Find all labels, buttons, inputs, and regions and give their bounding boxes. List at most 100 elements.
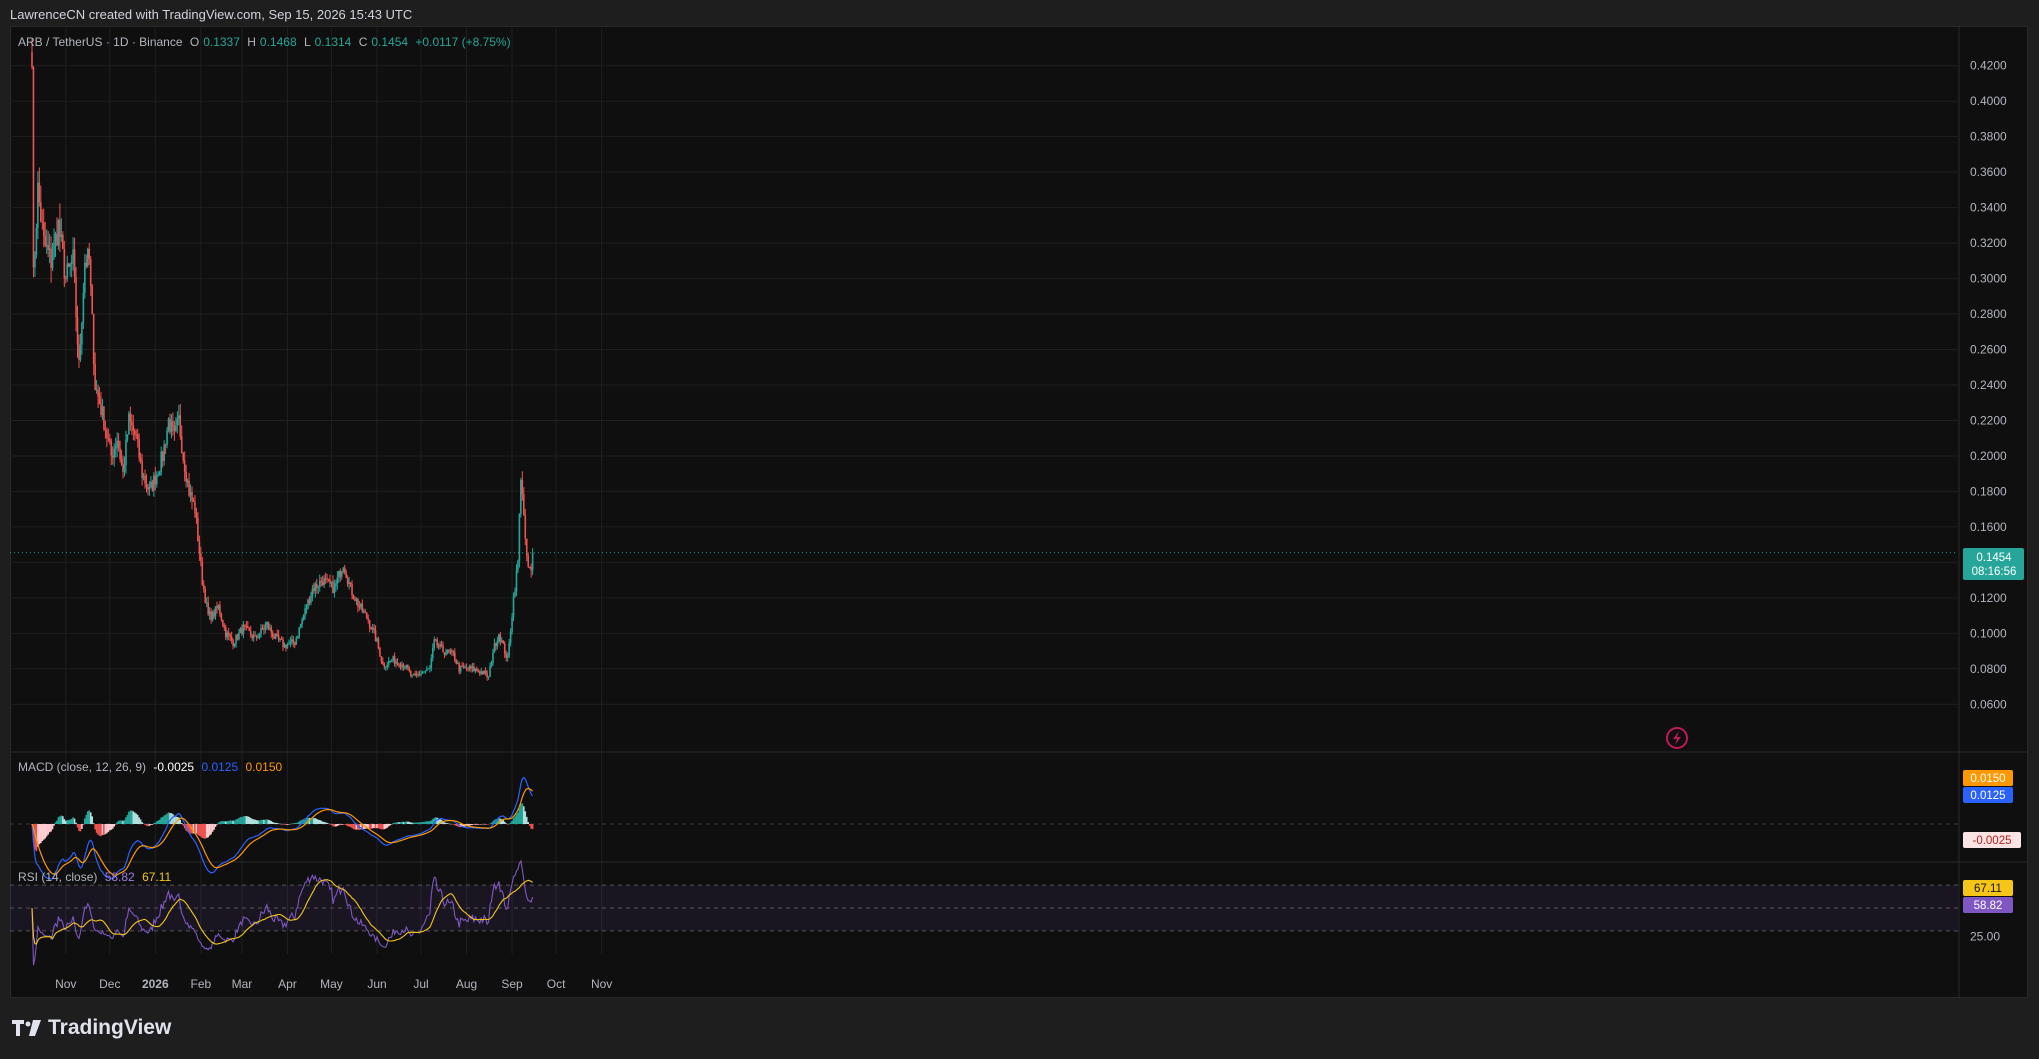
- candle: [471, 663, 474, 673]
- rsi-legend[interactable]: RSI (14, close) 58.82 67.11: [18, 870, 175, 884]
- candle: [317, 585, 320, 594]
- candle: [379, 646, 381, 657]
- macd-histogram-bar: [407, 821, 409, 824]
- candle: [138, 433, 140, 462]
- candle: [151, 479, 154, 492]
- time-axis-tick: Nov: [591, 977, 612, 991]
- macd-legend[interactable]: MACD (close, 12, 26, 9) -0.0025 0.0125 0…: [18, 760, 286, 774]
- candle: [527, 552, 530, 568]
- candle: [326, 573, 328, 583]
- macd-hist-value: -0.0025: [153, 760, 195, 774]
- candle: [245, 621, 248, 631]
- candle: [229, 632, 231, 642]
- candle: [398, 663, 400, 668]
- macd-pane: [10, 776, 1958, 880]
- macd-histogram-bar: [216, 824, 218, 825]
- macd-histogram-bar: [139, 819, 142, 824]
- macd-histogram-bar: [207, 824, 209, 838]
- candle: [396, 658, 399, 666]
- macd-histogram-bar: [238, 818, 240, 824]
- candle: [498, 633, 500, 644]
- candle: [204, 586, 207, 604]
- candle: [433, 636, 436, 652]
- candle: [417, 671, 419, 678]
- macd-histogram-bar: [521, 803, 524, 824]
- price-axis-tick: 0.1000: [1970, 626, 2007, 640]
- macd-histogram-bar: [492, 821, 494, 824]
- price-tag-countdown: 08:16:56: [1972, 566, 2017, 578]
- candle: [223, 623, 226, 631]
- lightning-circle-icon[interactable]: [1666, 727, 1688, 749]
- candle: [277, 629, 280, 643]
- price-axis-tick: 0.2400: [1970, 378, 2007, 392]
- price-axis-tick: 0.2000: [1970, 449, 2007, 463]
- candle: [205, 597, 208, 608]
- macd-histogram-bar: [245, 816, 248, 824]
- candle: [111, 446, 114, 465]
- macd-histogram-bar: [280, 823, 283, 825]
- macd-histogram-bar: [75, 822, 77, 824]
- candle: [45, 229, 48, 254]
- macd-histogram-bar: [183, 824, 186, 829]
- candle: [44, 221, 47, 248]
- macd-histogram-bar: [324, 822, 327, 824]
- macd-histogram-bar: [264, 819, 267, 824]
- rsi-title[interactable]: RSI (14, close): [18, 870, 98, 884]
- candle: [484, 667, 487, 676]
- candle: [452, 650, 455, 657]
- candle: [251, 633, 254, 641]
- candle: [188, 472, 190, 498]
- candle: [189, 484, 192, 503]
- macd-histogram-bar: [291, 823, 293, 824]
- chart-canvas[interactable]: 0.06000.08000.10000.12000.14000.16000.18…: [0, 0, 2039, 1000]
- price-axis-tick: 0.4200: [1970, 59, 2007, 73]
- macd-histogram-bar: [380, 824, 383, 830]
- candle: [141, 453, 143, 486]
- candle: [128, 411, 130, 435]
- candle: [244, 624, 246, 631]
- candle: [50, 236, 52, 283]
- candle: [512, 592, 515, 622]
- candle: [192, 497, 195, 503]
- macd-histogram-bar: [42, 824, 45, 840]
- macd-histogram-bar: [342, 824, 345, 825]
- candle: [216, 601, 218, 614]
- candle: [405, 664, 408, 670]
- macd-histogram-bar: [446, 823, 449, 824]
- macd-histogram-bar: [73, 818, 76, 824]
- candle: [285, 644, 287, 652]
- chart-frame[interactable]: [10, 26, 2028, 998]
- candle: [107, 428, 110, 443]
- candle: [486, 670, 488, 681]
- symbol-name[interactable]: ARB / TetherUS · 1D · Binance: [18, 35, 183, 49]
- candle: [332, 575, 334, 594]
- macd-histogram-bar: [371, 824, 374, 829]
- candle: [311, 584, 314, 602]
- macd-histogram-bar: [467, 824, 469, 827]
- candle: [514, 587, 516, 598]
- macd-histogram-bar: [389, 824, 392, 826]
- macd-histogram-bar: [414, 822, 416, 824]
- candle: [226, 630, 229, 641]
- macd-histogram-bar: [260, 819, 262, 824]
- macd-histogram-bar: [147, 824, 149, 827]
- macd-histogram-bar: [336, 824, 339, 827]
- macd-histogram-bar: [282, 824, 284, 825]
- candle: [339, 568, 342, 582]
- candle: [236, 633, 239, 641]
- candle: [247, 620, 249, 629]
- candle: [92, 313, 95, 376]
- macd-histogram-bar: [235, 819, 237, 824]
- candle: [304, 604, 306, 620]
- macd-histogram-bar: [298, 821, 300, 824]
- axes: 0.06000.08000.10000.12000.14000.16000.18…: [55, 59, 2007, 991]
- macd-title[interactable]: MACD (close, 12, 26, 9): [18, 760, 147, 774]
- macd-histogram-bar: [164, 814, 167, 824]
- tradingview-brand[interactable]: TradingView: [12, 1016, 171, 1040]
- candle: [211, 610, 214, 622]
- macd-histogram-bar: [343, 824, 346, 825]
- candle: [517, 559, 519, 574]
- macd-histogram-bar: [142, 823, 145, 825]
- candle: [257, 633, 259, 639]
